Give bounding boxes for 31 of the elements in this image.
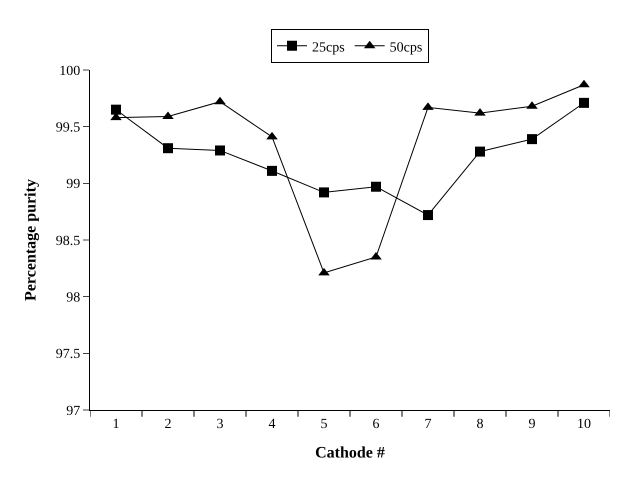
y-tick-label: 98.5	[56, 234, 80, 249]
point	[215, 145, 225, 156]
x-tick-label: 8	[476, 416, 484, 432]
y-tick-label: 99.5	[56, 120, 80, 136]
y-tick-label: 99	[66, 177, 80, 192]
point	[371, 182, 381, 192]
y-tick-label: 98	[66, 290, 80, 306]
y-tick-label: 97.5	[56, 347, 80, 362]
x-tick-label: 1	[112, 416, 120, 432]
point	[579, 98, 589, 108]
point	[475, 146, 485, 157]
point	[527, 134, 537, 144]
y-axis-title: Percentage purity	[22, 179, 40, 301]
x-tick-label: 5	[320, 416, 328, 432]
x-tick-label: 7	[424, 416, 432, 432]
point	[267, 166, 277, 176]
x-tick-label: 10	[577, 416, 591, 432]
x-tick-label: 6	[372, 416, 380, 432]
point	[163, 143, 173, 154]
legend-label: 50cps	[390, 40, 422, 56]
point	[319, 187, 329, 198]
x-tick-label: 3	[216, 416, 224, 432]
legend-label: 25cps	[312, 40, 345, 56]
x-tick-label: 2	[164, 416, 172, 432]
y-tick-label: 100	[59, 64, 80, 79]
x-tick-label: 9	[528, 416, 536, 432]
x-axis-title: Cathode #	[315, 444, 385, 462]
point	[423, 210, 433, 220]
x-tick-label: 4	[268, 416, 276, 432]
y-tick-label: 97	[66, 404, 80, 419]
point	[111, 104, 121, 115]
